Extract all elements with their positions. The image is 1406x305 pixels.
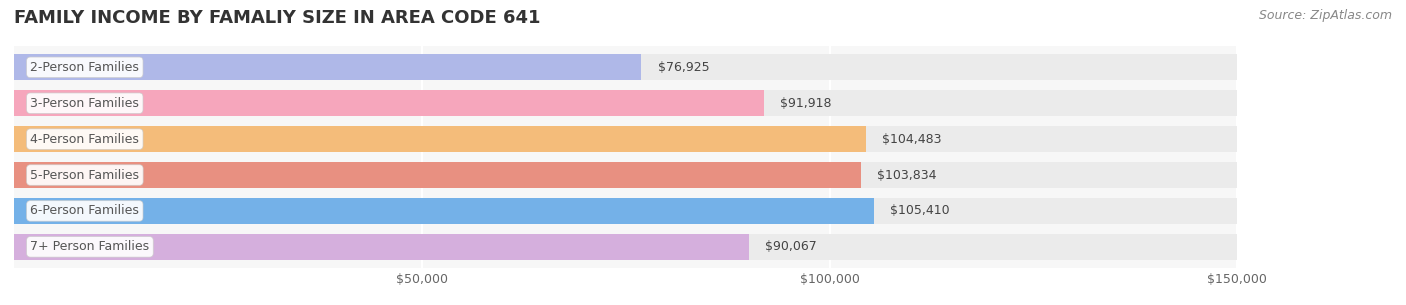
Text: $104,483: $104,483 <box>883 133 942 145</box>
Text: 7+ Person Families: 7+ Person Families <box>31 240 149 253</box>
Bar <box>14 126 1237 152</box>
Text: $103,834: $103,834 <box>877 169 936 181</box>
Bar <box>14 162 860 188</box>
Bar <box>14 234 1237 260</box>
Text: $90,067: $90,067 <box>765 240 817 253</box>
Bar <box>14 234 748 260</box>
Text: 3-Person Families: 3-Person Families <box>31 97 139 110</box>
Text: FAMILY INCOME BY FAMALIY SIZE IN AREA CODE 641: FAMILY INCOME BY FAMALIY SIZE IN AREA CO… <box>14 9 540 27</box>
Text: 5-Person Families: 5-Person Families <box>31 169 139 181</box>
Bar <box>14 54 641 80</box>
Bar <box>14 90 1237 116</box>
Text: $76,925: $76,925 <box>658 61 709 74</box>
Text: $105,410: $105,410 <box>890 204 949 217</box>
Bar <box>14 198 873 224</box>
Text: 6-Person Families: 6-Person Families <box>31 204 139 217</box>
Bar <box>14 198 1237 224</box>
Bar <box>14 54 1237 80</box>
Bar <box>14 162 1237 188</box>
Text: 2-Person Families: 2-Person Families <box>31 61 139 74</box>
Text: $91,918: $91,918 <box>780 97 831 110</box>
Text: Source: ZipAtlas.com: Source: ZipAtlas.com <box>1258 9 1392 22</box>
Bar <box>14 90 763 116</box>
Bar <box>14 126 866 152</box>
Text: 4-Person Families: 4-Person Families <box>31 133 139 145</box>
